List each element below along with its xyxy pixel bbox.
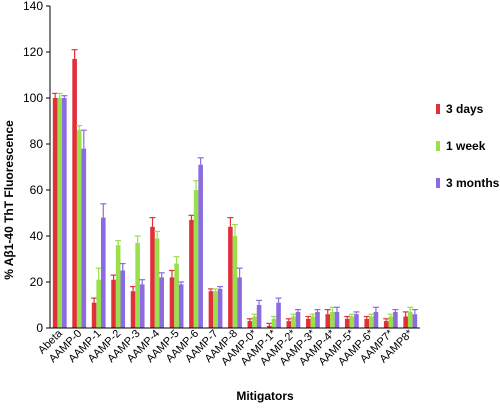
x-axis-tick-labels: AbetaAAMP-0AAMP-1AAMP-2AAMP-3AAMP-4AAMP-… [36, 327, 416, 368]
y-tick-label: 80 [30, 137, 44, 151]
bar [57, 98, 63, 328]
bar [252, 316, 257, 328]
bar [403, 316, 408, 328]
y-tick-label: 20 [30, 275, 44, 289]
y-tick-label: 100 [23, 91, 43, 105]
bar [325, 314, 331, 328]
bar [232, 236, 238, 328]
y-tick-label: 140 [23, 0, 43, 13]
bar [189, 219, 194, 328]
legend-label: 3 days [446, 102, 484, 116]
bar [247, 321, 253, 328]
y-tick-label: 40 [30, 229, 44, 243]
bar [120, 270, 126, 328]
bar [237, 277, 242, 328]
bar [139, 284, 145, 328]
bar [72, 58, 77, 329]
legend-swatch [436, 104, 440, 114]
bar [286, 321, 292, 328]
bar [383, 321, 389, 328]
bar [412, 314, 418, 328]
bar [388, 316, 394, 328]
bar [217, 288, 223, 328]
bar [130, 291, 136, 328]
bar [228, 226, 233, 328]
bar [52, 98, 58, 328]
legend: 3 days 1 week 3 months [436, 102, 500, 190]
bar [174, 263, 179, 328]
bar [256, 305, 262, 328]
bar [344, 318, 350, 328]
bar [407, 311, 413, 328]
bar [198, 164, 203, 328]
bar [315, 311, 320, 328]
bar [276, 302, 281, 328]
bar [159, 277, 165, 328]
legend-label: 3 months [446, 176, 500, 190]
bar [349, 316, 355, 328]
bar [330, 311, 335, 328]
bar [271, 318, 277, 328]
bar [135, 242, 140, 328]
bar [354, 314, 359, 328]
series-3-months [61, 95, 418, 328]
legend-label: 1 week [446, 139, 486, 153]
y-tick-label: 60 [30, 183, 44, 197]
bar [295, 311, 301, 328]
bar [111, 279, 116, 328]
y-tick-label: 120 [23, 45, 43, 59]
x-axis-title: Mitigators [236, 389, 294, 403]
bar [178, 284, 184, 328]
bar [76, 130, 82, 328]
bar-series-group [52, 49, 418, 329]
bar [150, 226, 155, 328]
bar [208, 291, 214, 328]
bar [154, 238, 160, 328]
bar [305, 318, 311, 328]
y-tick-label: 0 [36, 321, 43, 335]
bar [334, 311, 340, 328]
bar [213, 291, 218, 328]
bar [393, 311, 398, 328]
legend-swatch [436, 178, 440, 188]
bar [62, 98, 67, 328]
series-1-week [56, 92, 414, 328]
bar [100, 217, 106, 328]
series-3-days [52, 49, 409, 329]
bar [291, 316, 296, 328]
y-axis-title: % Aβ1-40 ThT Fluorescence [2, 120, 16, 280]
bar [369, 316, 374, 328]
y-axis-ticks: 0 20 40 60 80 100 120 140 [23, 0, 50, 335]
bar [169, 277, 175, 328]
bar [91, 302, 97, 328]
bar [310, 316, 316, 328]
bar [364, 318, 370, 328]
bar [193, 190, 199, 328]
bar [81, 148, 87, 328]
bar [267, 325, 272, 328]
bar [96, 279, 101, 328]
bar [115, 245, 121, 328]
bar [373, 311, 379, 328]
legend-swatch [436, 141, 440, 151]
